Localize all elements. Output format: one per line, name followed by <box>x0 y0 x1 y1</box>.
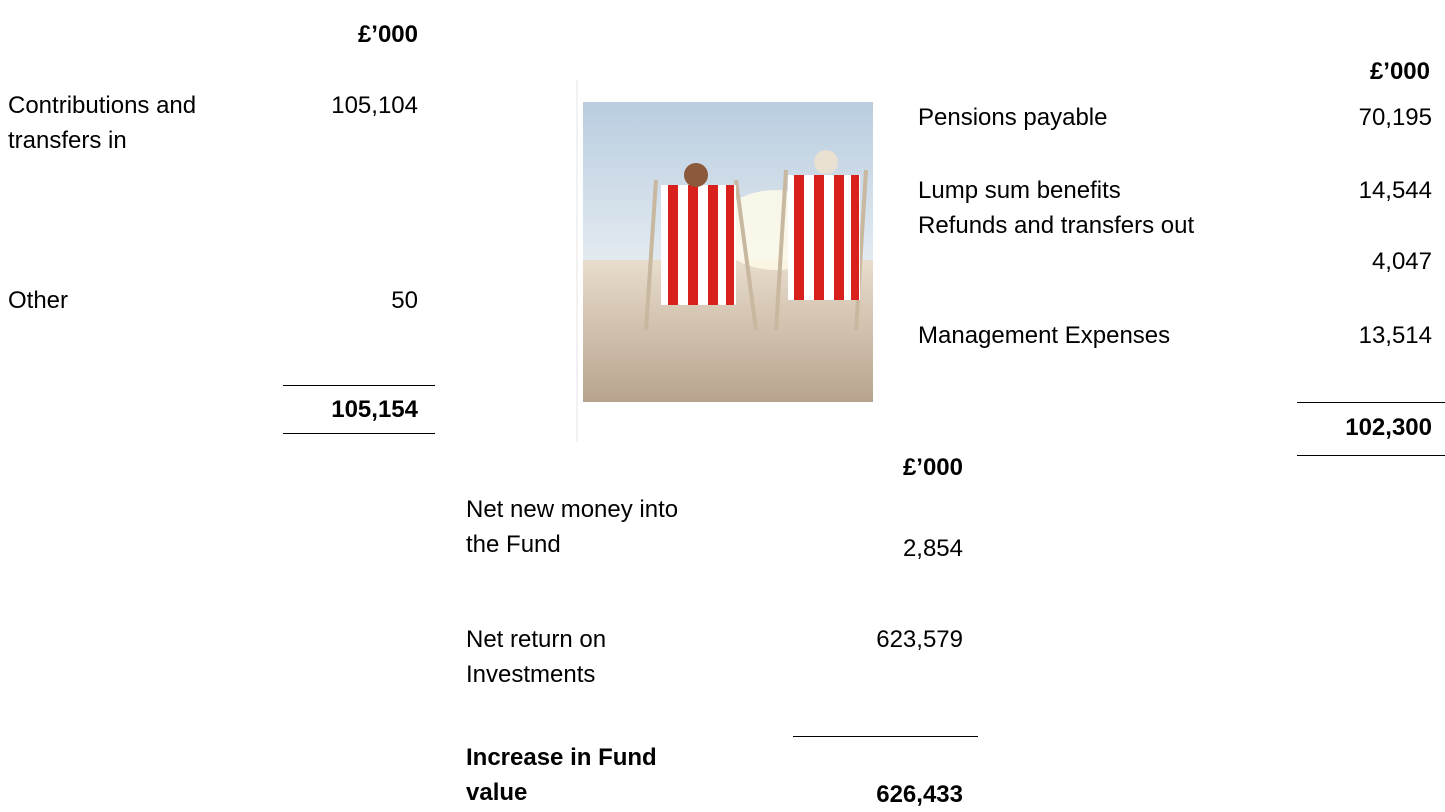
total-label: Increase in Fund value <box>466 744 657 806</box>
unit-header: £’000 <box>1369 58 1430 85</box>
total-value: 626,433 <box>876 781 963 808</box>
row-value: 50 <box>391 287 418 314</box>
row-label: Pensions payable <box>918 104 1108 131</box>
row-value: 13,514 <box>1358 322 1432 349</box>
unit-header: £’000 <box>357 21 418 48</box>
rule <box>283 385 435 386</box>
row-label: Other <box>8 287 69 314</box>
row-value: 2,854 <box>902 535 963 562</box>
row-value: 105,104 <box>331 92 418 119</box>
row-value: 623,579 <box>876 626 963 653</box>
rule <box>1297 402 1445 403</box>
row-label: Refunds and transfers out <box>918 212 1195 239</box>
total-value: 102,300 <box>1345 414 1432 441</box>
unit-header: £’000 <box>902 454 963 481</box>
row-value: 4,047 <box>1371 248 1432 275</box>
row-label: Net return on Investments <box>466 626 607 688</box>
row-value: 14,544 <box>1358 177 1432 204</box>
rule <box>1297 455 1445 456</box>
rule <box>283 433 435 434</box>
total-value: 105,154 <box>331 396 418 423</box>
row-label: Management Expenses <box>918 322 1171 349</box>
row-value: 70,195 <box>1358 104 1432 131</box>
row-label: Lump sum benefits <box>918 177 1121 204</box>
row-label: Contributions and transfers in <box>8 92 197 154</box>
rule <box>793 736 978 737</box>
beach-photo <box>576 80 873 442</box>
row-label: Net new money into the Fund <box>466 496 679 558</box>
